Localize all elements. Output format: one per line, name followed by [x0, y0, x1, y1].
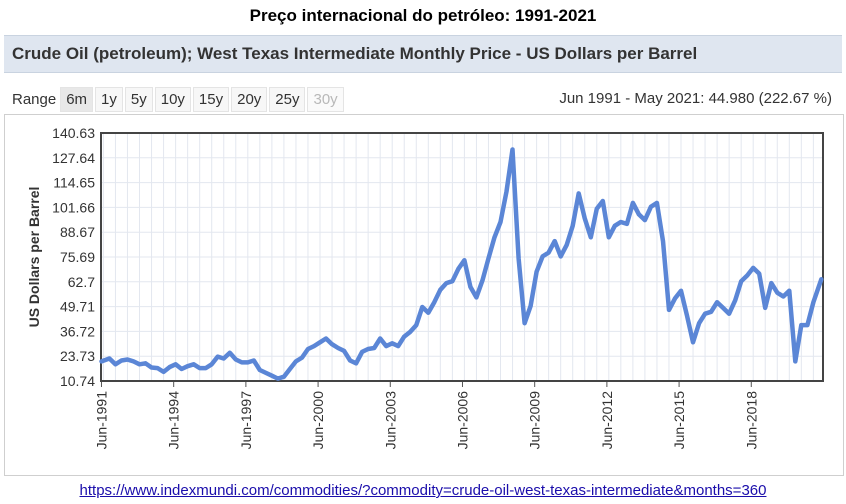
- range-button-15y[interactable]: 15y: [192, 86, 230, 112]
- x-tick-label: Jun-1994: [166, 391, 182, 450]
- x-tick-label: Jun-2018: [743, 391, 759, 450]
- y-axis-label: US Dollars per Barrel: [26, 187, 42, 328]
- range-selector: Range 6m 1y 5y 10y 15y 20y 25y 30y: [12, 86, 346, 112]
- y-tick-label: 140.63: [52, 125, 95, 141]
- range-summary: Jun 1991 - May 2021: 44.980 (222.67 %): [559, 90, 832, 107]
- chart-header-title: Crude Oil (petroleum); West Texas Interm…: [12, 44, 698, 63]
- x-tick-label: Jun-2015: [671, 391, 687, 450]
- range-button-10y[interactable]: 10y: [154, 86, 191, 112]
- range-button-5y[interactable]: 5y: [124, 86, 153, 112]
- y-tick-label: 49.71: [60, 299, 95, 315]
- y-tick-label: 23.73: [60, 348, 95, 364]
- y-tick-label: 36.72: [60, 323, 95, 339]
- source-link[interactable]: https://www.indexmundi.com/commodities/?…: [79, 482, 767, 499]
- range-button-25y[interactable]: 25y: [269, 86, 306, 112]
- range-button-6m[interactable]: 6m: [60, 86, 94, 112]
- y-tick-label: 127.64: [52, 150, 95, 166]
- x-tick-label: Jun-1997: [238, 391, 254, 450]
- y-tick-label: 114.65: [53, 175, 95, 191]
- y-tick-label: 101.66: [52, 199, 95, 215]
- x-tick-label: Jun-2003: [382, 391, 398, 450]
- line-chart: 140.63 127.64 114.65 101.66 88.67 75.69 62.7 49…: [26, 125, 824, 450]
- y-tick-label: 10.74: [60, 373, 95, 389]
- range-button-1y[interactable]: 1y: [95, 86, 123, 112]
- chart-header: Crude Oil (petroleum); West Texas Interm…: [4, 35, 842, 73]
- x-tick-label: Jun-1991: [93, 391, 109, 450]
- range-button-20y[interactable]: 20y: [231, 86, 268, 112]
- x-tick-label: Jun-2006: [454, 391, 470, 450]
- range-button-30y: 30y: [307, 86, 344, 112]
- y-tick-label: 62.7: [68, 274, 95, 290]
- page-title: Preço internacional do petróleo: 1991-20…: [249, 6, 597, 25]
- series-line: [99, 147, 824, 381]
- y-tick-label: 88.67: [60, 224, 95, 240]
- plot-frame: [100, 132, 824, 382]
- x-tick-label: Jun-2009: [527, 391, 543, 450]
- y-tick-label: 75.69: [60, 249, 95, 265]
- x-tick-label: Jun-2012: [599, 391, 615, 450]
- chart-container: 140.63 127.64 114.65 101.66 88.67 75.69 62.7 49…: [4, 114, 844, 476]
- x-tick-label: Jun-2000: [310, 391, 326, 450]
- range-label: Range: [12, 90, 57, 108]
